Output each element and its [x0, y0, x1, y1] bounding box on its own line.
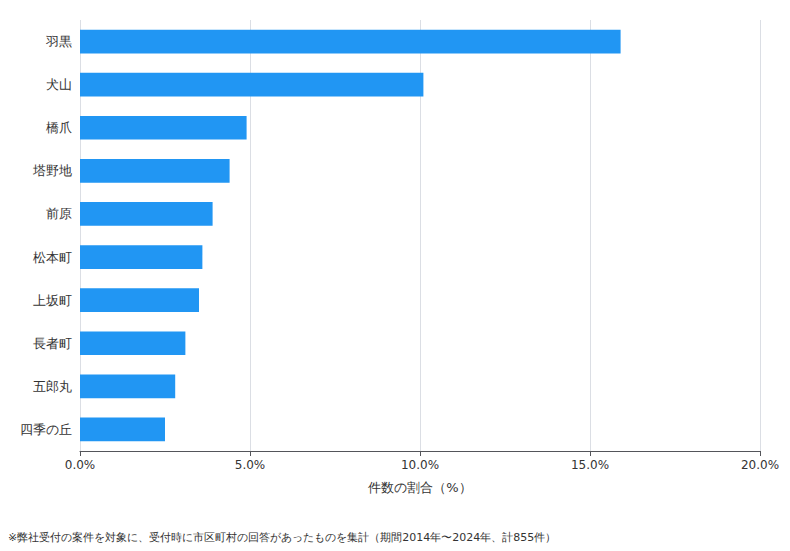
svg-text:10.0%: 10.0%: [401, 458, 439, 472]
svg-text:松本町: 松本町: [33, 250, 72, 265]
svg-text:橋爪: 橋爪: [46, 120, 72, 135]
svg-text:羽黒: 羽黒: [45, 34, 72, 49]
svg-text:※弊社受付の案件を対象に、受付時に市区町村の回答があったもの: ※弊社受付の案件を対象に、受付時に市区町村の回答があったものを集計（期間2014…: [8, 531, 556, 544]
svg-text:四季の丘: 四季の丘: [20, 422, 72, 437]
svg-text:塔野地: 塔野地: [32, 163, 72, 178]
svg-text:件数の割合（%）: 件数の割合（%）: [368, 480, 471, 495]
svg-text:15.0%: 15.0%: [571, 458, 609, 472]
svg-text:長者町: 長者町: [33, 336, 72, 351]
svg-text:五郎丸: 五郎丸: [33, 379, 72, 394]
svg-text:犬山: 犬山: [46, 77, 72, 92]
svg-text:20.0%: 20.0%: [741, 458, 779, 472]
svg-text:上坂町: 上坂町: [33, 293, 72, 308]
svg-text:前原: 前原: [46, 206, 72, 221]
svg-text:5.0%: 5.0%: [235, 458, 266, 472]
svg-text:0.0%: 0.0%: [65, 458, 96, 472]
